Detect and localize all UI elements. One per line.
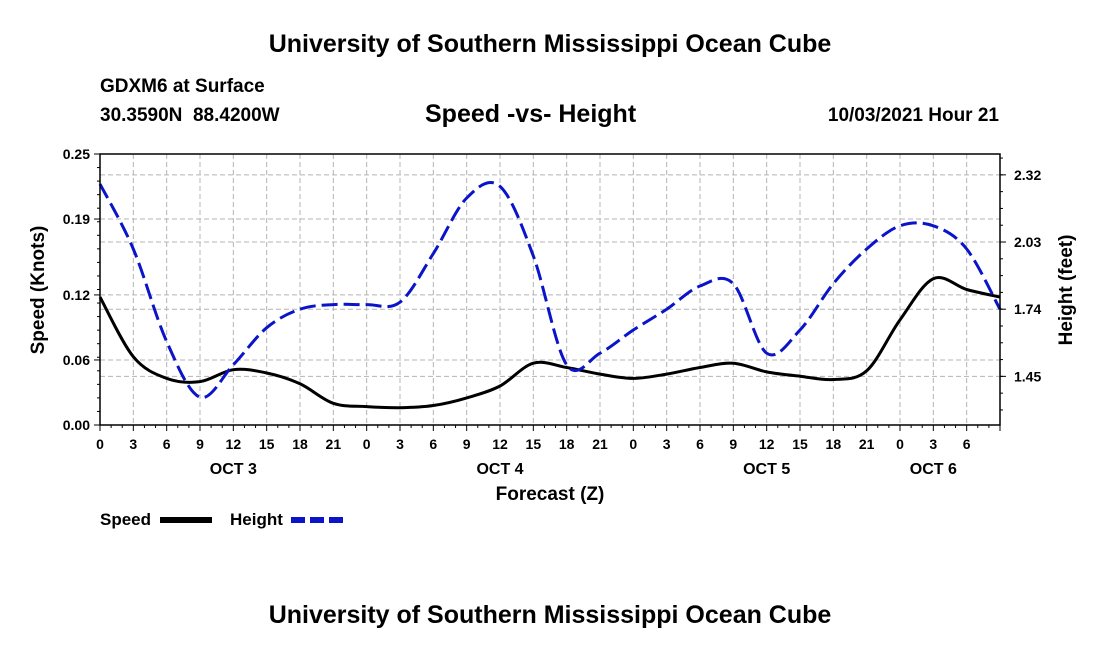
x-tick-label: 12: [759, 436, 775, 452]
y-axis-left-label: Speed (Knots): [28, 226, 49, 355]
x-tick-label: 9: [729, 436, 737, 452]
x-tick-label: 21: [326, 436, 342, 452]
timestamp-label: 10/03/2021 Hour 21: [827, 105, 999, 126]
x-tick-label: 9: [463, 436, 471, 452]
x-tick-label: 3: [663, 436, 671, 452]
x-tick-label: 6: [963, 436, 971, 452]
day-label: OCT 6: [910, 461, 957, 478]
x-tick-label: 18: [559, 436, 575, 452]
x-tick-label: 15: [792, 436, 808, 452]
x-tick-label: 15: [259, 436, 275, 452]
x-tick-label: 0: [629, 436, 637, 452]
x-tick-label: 6: [429, 436, 437, 452]
axes: 0 3 6 9 12 15 18 21 0 3 6 9 12 15 18 21 0 3 6 9 12 15 18 21 0 3 6 0…: [63, 146, 1042, 478]
x-tick-label: 12: [226, 436, 242, 452]
day-label: OCT 5: [743, 461, 790, 478]
day-label: OCT 3: [210, 461, 257, 478]
y-left-tick-label: 0.12: [63, 287, 90, 303]
y-axis-right-label: Height (feet): [1056, 235, 1077, 346]
x-tick-label: 6: [163, 436, 171, 452]
y-left-tick-label: 0.19: [63, 211, 90, 227]
legend-height-label: Height: [230, 510, 283, 529]
x-tick-label: 3: [129, 436, 137, 452]
x-tick-label: 18: [292, 436, 308, 452]
y-right-tick-label: 1.45: [1014, 368, 1041, 384]
coordinates-label: 30.3590N 88.4200W: [100, 105, 280, 126]
station-label: GDXM6 at Surface: [100, 76, 265, 97]
y-right-tick-label: 2.03: [1014, 234, 1041, 250]
height-line: [98, 181, 1002, 399]
grid: [100, 154, 1000, 425]
y-right-tick-label: 2.32: [1014, 167, 1041, 183]
x-tick-label: 0: [363, 436, 371, 452]
series-layer: [98, 181, 1002, 410]
speed-line: [98, 276, 1001, 410]
x-tick-label: 0: [96, 436, 104, 452]
y-left-tick-label: 0.00: [63, 417, 90, 433]
x-tick-label: 15: [526, 436, 542, 452]
y-left-tick-label: 0.25: [63, 146, 90, 162]
footer-title: University of Southern Mississippi Ocean…: [268, 601, 832, 629]
x-tick-label: 9: [196, 436, 204, 452]
legend: Speed Height: [100, 510, 343, 529]
x-tick-label: 21: [859, 436, 875, 452]
x-tick-label: 12: [492, 436, 508, 452]
y-left-tick-label: 0.06: [63, 352, 90, 368]
x-tick-label: 3: [396, 436, 404, 452]
day-label: OCT 4: [476, 461, 523, 478]
x-tick-label: 18: [826, 436, 842, 452]
plot-frame: [99, 153, 1001, 426]
x-tick-label: 21: [592, 436, 608, 452]
chart-title: Speed -vs- Height: [425, 100, 637, 128]
y-right-tick-label: 1.74: [1014, 301, 1041, 317]
x-tick-label: 3: [929, 436, 937, 452]
legend-speed-label: Speed: [100, 510, 151, 529]
x-tick-label: 0: [896, 436, 904, 452]
page-title: University of Southern Mississippi Ocean…: [268, 30, 832, 58]
x-axis-label: Forecast (Z): [496, 484, 605, 505]
x-tick-label: 6: [696, 436, 704, 452]
